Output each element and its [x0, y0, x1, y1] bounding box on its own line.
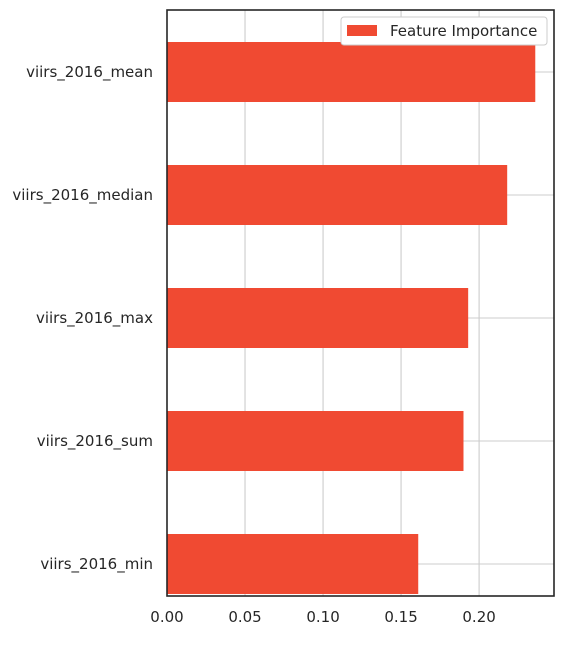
legend-label: Feature Importance: [390, 22, 537, 40]
y-tick-label: viirs_2016_max: [36, 309, 153, 328]
legend-box: [340, 16, 548, 46]
x-tick-label: 0.20: [462, 608, 495, 626]
bar: [167, 288, 469, 348]
x-tick-label: 0.05: [228, 608, 261, 626]
plot-frame: [166, 9, 555, 597]
x-tick-label: 0.00: [150, 608, 183, 626]
x-tick-label: 0.15: [384, 608, 417, 626]
y-tick-label: viirs_2016_mean: [26, 63, 153, 82]
bar: [167, 534, 419, 594]
y-tick-labels: viirs_2016_mean viirs_2016_median viirs_20…: [12, 63, 153, 574]
x-tick-label: 0.10: [306, 608, 339, 626]
bar: [167, 411, 464, 471]
x-tick-labels: 0.00 0.05 0.10 0.15 0.20: [150, 608, 496, 626]
y-tick-label: viirs_2016_median: [12, 186, 153, 205]
bar: [167, 165, 508, 225]
y-tick-label: viirs_2016_min: [40, 555, 153, 574]
bars: [167, 42, 536, 594]
bar: [167, 42, 536, 102]
legend-swatch: [347, 25, 377, 36]
legend: Feature Importance: [340, 16, 548, 46]
y-tick-label: viirs_2016_sum: [37, 432, 153, 451]
